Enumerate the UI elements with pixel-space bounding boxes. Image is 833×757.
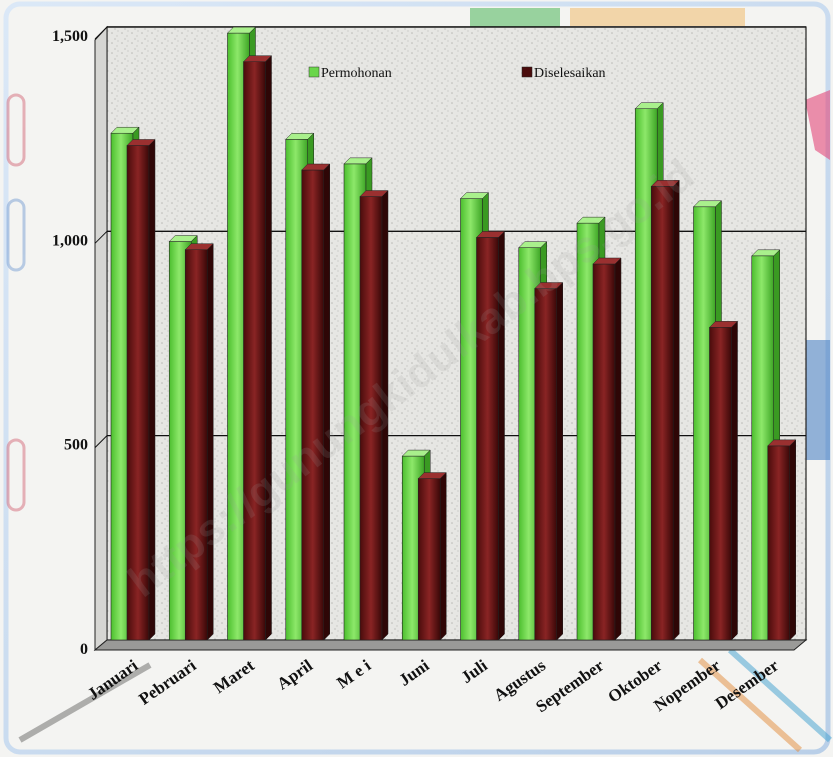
bar-diselesaikan: [534, 281, 564, 641]
legend: Permohonan Diselesaikan: [308, 66, 606, 81]
x-category-label: April: [273, 656, 316, 694]
legend-label-permohonan: Permohonan: [321, 66, 392, 81]
y-tick-label: 1,500: [52, 28, 88, 45]
bar-diselesaikan: [126, 138, 156, 641]
legend-label-diselesaikan: Diselesaikan: [534, 66, 606, 81]
bar-diselesaikan: [184, 243, 214, 641]
y-axis-ticks: 0 500 1,000 1,500: [52, 28, 88, 658]
ruler-decoration: [570, 8, 745, 26]
gridline-side: [94, 26, 108, 40]
pencil-decoration: [805, 90, 830, 160]
x-category-label: Juni: [395, 656, 432, 690]
y-tick-label: 1,000: [52, 232, 88, 249]
bars: [110, 26, 797, 641]
y-tick-label: 0: [80, 641, 88, 658]
bar-diselesaikan: [650, 179, 680, 641]
y-tick-label: 500: [64, 437, 88, 454]
legend-swatch-permohonan: [308, 66, 320, 78]
gridline-side: [94, 435, 108, 449]
bar-diselesaikan: [592, 257, 622, 641]
gridline-side: [94, 230, 108, 244]
x-category-label: Maret: [210, 656, 258, 698]
plot-floor: [93, 639, 808, 651]
bar-diselesaikan: [475, 230, 506, 641]
paperclip-icon: [6, 93, 26, 512]
x-category-label: Desember: [712, 655, 783, 713]
legend-swatch-diselesaikan: [521, 66, 533, 78]
x-category-label: Nopember: [650, 655, 724, 715]
bar-diselesaikan: [417, 471, 447, 641]
x-category-label: Juli: [457, 656, 491, 687]
bar-diselesaikan: [359, 189, 389, 641]
bar-diselesaikan: [708, 320, 739, 641]
bar-diselesaikan: [242, 55, 273, 641]
plot-left-wall: [94, 25, 108, 652]
x-category-label: M e i: [333, 656, 374, 693]
plot-area: [93, 25, 808, 652]
x-category-label: Pebruari: [135, 656, 199, 709]
bar-diselesaikan: [301, 163, 331, 641]
bar-diselesaikan: [767, 439, 797, 641]
x-category-label: Januari: [84, 656, 142, 704]
crayon-decoration: [470, 8, 560, 28]
gridlines: [94, 26, 806, 449]
